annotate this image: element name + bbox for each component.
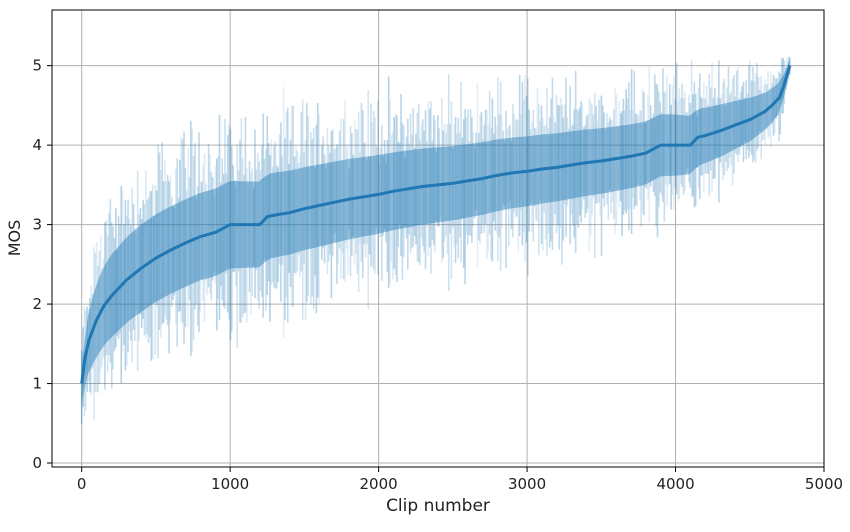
- y-tick-label: 4: [32, 136, 42, 154]
- x-tick-label: 2000: [360, 475, 398, 493]
- x-axis-ticks: 0 1000 2000 3000 4000 5000: [77, 467, 843, 493]
- y-axis-label: MOS: [5, 220, 24, 257]
- x-tick-label: 0: [77, 475, 87, 493]
- x-axis-label: Clip number: [386, 496, 490, 516]
- mean-mos-line: [80, 65, 792, 384]
- plot-frame: [51, 9, 825, 468]
- y-tick-label: 5: [32, 57, 42, 75]
- error-band-core: [81, 59, 790, 404]
- x-tick-label: 5000: [805, 475, 843, 493]
- y-axis-ticks: 0 1 2 3 4 5: [32, 57, 52, 472]
- y-tick-label: 0: [32, 454, 42, 472]
- y-tick-label: 3: [32, 216, 42, 234]
- x-tick-label: 1000: [211, 475, 249, 493]
- grid-lines: [52, 10, 825, 467]
- y-tick-label: 2: [32, 295, 42, 313]
- error-bars: [80, 56, 791, 424]
- x-tick-label: 4000: [656, 475, 694, 493]
- mean-line-layer: [80, 65, 792, 384]
- x-tick-label: 3000: [508, 475, 546, 493]
- plot-background: [52, 10, 824, 467]
- y-tick-label: 1: [32, 375, 42, 393]
